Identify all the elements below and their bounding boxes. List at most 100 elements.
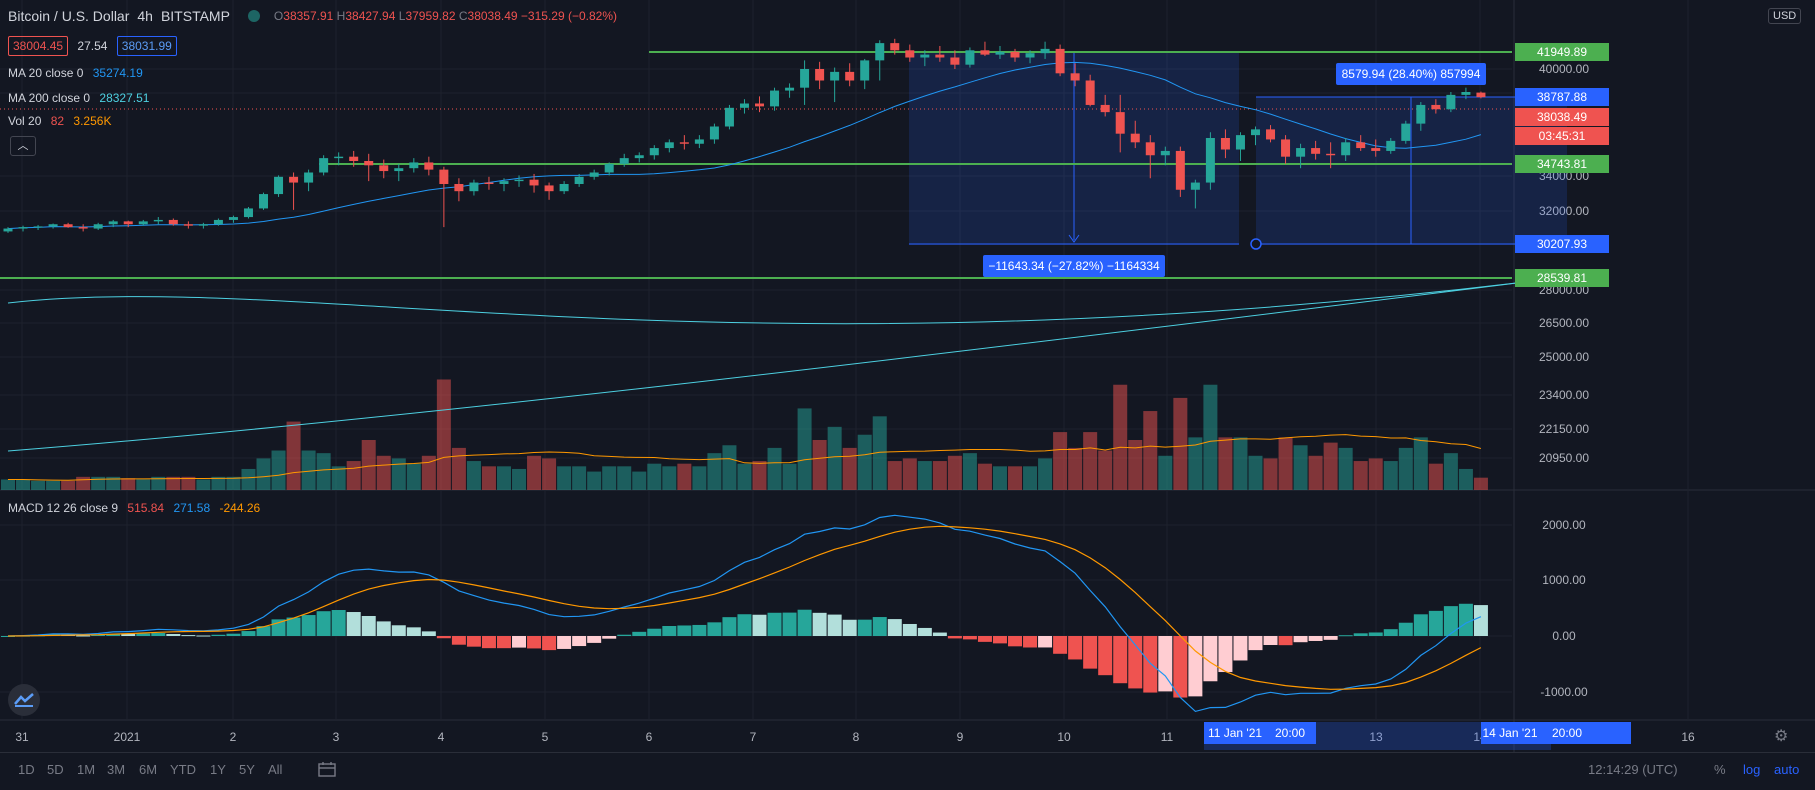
- macd-histogram-bar: [211, 634, 226, 636]
- candle-body: [168, 219, 178, 225]
- candle-body: [1010, 51, 1020, 58]
- volume-bar: [466, 461, 481, 490]
- volume-bar: [1323, 442, 1338, 490]
- chart-settings-icon[interactable]: ⚙: [1774, 728, 1789, 745]
- volume-bar: [391, 458, 406, 490]
- timeframe-5d[interactable]: 5D: [47, 762, 64, 777]
- candle-body: [589, 172, 599, 177]
- candle-body: [213, 219, 223, 225]
- volume-bar: [1188, 437, 1203, 490]
- volume-bar: [677, 463, 692, 490]
- measure-anchor-start: [1250, 238, 1262, 250]
- price-tag-bg: [1515, 43, 1609, 61]
- volume-bar: [602, 466, 617, 490]
- macd-histogram-bar: [902, 623, 917, 636]
- candle-body: [1250, 129, 1260, 136]
- log-scale-toggle[interactable]: log: [1743, 762, 1761, 777]
- tradingview-logo-icon[interactable]: [8, 684, 40, 716]
- price-tag-text: 34743.81: [1537, 157, 1587, 171]
- utc-clock[interactable]: 12:14:29 (UTC): [1588, 762, 1678, 777]
- ma200-legend[interactable]: MA 200 close 0 28327.51: [8, 91, 150, 105]
- currency-button[interactable]: USD: [1768, 8, 1802, 24]
- time-range-end-bg: [1481, 722, 1631, 744]
- percent-scale-toggle[interactable]: %: [1714, 762, 1726, 777]
- interval-label[interactable]: 4h: [137, 8, 153, 24]
- candle-body: [559, 184, 569, 192]
- macd-histogram-bar: [617, 634, 632, 636]
- price-tick-5: 26500.00: [1539, 316, 1589, 330]
- candle-body: [634, 155, 644, 159]
- sell-price[interactable]: 38004.45: [8, 36, 69, 56]
- candle-body: [424, 162, 434, 170]
- time-label-0: 31: [15, 730, 29, 744]
- macd-histogram-bar: [76, 635, 91, 637]
- time-label-2: 2: [230, 730, 237, 744]
- volume-series: [1, 379, 1488, 490]
- candle-body: [48, 224, 58, 227]
- measure-label-down-text: −11643.34 (−27.82%) −1164334: [988, 259, 1160, 273]
- ma20-legend[interactable]: MA 20 close 0 35274.19: [8, 66, 143, 80]
- go-to-date-icon[interactable]: [318, 761, 336, 777]
- trading-chart[interactable]: 31202123456789101113141640000.0038000.00…: [0, 0, 1815, 752]
- macd-line-value: 271.58: [173, 501, 211, 515]
- macd-histogram-bar: [542, 636, 557, 651]
- macd-histogram-bar: [1218, 636, 1233, 673]
- timeframe-all[interactable]: All: [268, 762, 283, 777]
- ma20-line: [7, 61, 1482, 230]
- macd-histogram-bar: [1308, 636, 1323, 641]
- symbol-name[interactable]: Bitcoin / U.S. Dollar: [8, 8, 130, 24]
- volume-bar: [1398, 447, 1413, 490]
- macd-line: [7, 514, 1482, 713]
- timeframe-6m[interactable]: 6M: [139, 762, 158, 777]
- timeframe-1m[interactable]: 1M: [77, 762, 96, 777]
- timeframe-1y[interactable]: 1Y: [210, 762, 226, 777]
- candle-body: [1205, 138, 1215, 183]
- spread-value: 27.54: [77, 39, 108, 53]
- macd-legend[interactable]: MACD 12 26 close 9 515.84 271.58 -244.26: [8, 501, 261, 515]
- volume-bar: [1368, 458, 1383, 490]
- timeframe-3m[interactable]: 3M: [107, 762, 126, 777]
- volume-bar: [1128, 440, 1143, 490]
- candle-body: [724, 107, 734, 127]
- macd-histogram-bar: [1053, 636, 1068, 654]
- auto-scale-toggle[interactable]: auto: [1774, 762, 1800, 777]
- price-tag-6: 28539.81: [1515, 269, 1609, 287]
- collapse-legend-button[interactable]: ︿: [10, 136, 36, 156]
- volume-bar: [782, 463, 797, 490]
- volume-bar: [1143, 411, 1158, 490]
- volume-bar: [271, 450, 286, 490]
- candle-body: [1040, 48, 1050, 54]
- volume-bar: [647, 463, 662, 490]
- volume-bar: [797, 408, 812, 490]
- volume-bar: [46, 480, 61, 490]
- timeframe-1d[interactable]: 1D: [18, 762, 35, 777]
- candle-body: [664, 142, 674, 149]
- symbol-header: Bitcoin / U.S. Dollar 4h BITSTAMP O38357…: [8, 8, 617, 24]
- volume-bar: [767, 447, 782, 490]
- macd-histogram-bar: [932, 632, 947, 636]
- candle-body: [394, 168, 404, 172]
- time-label-11: 11: [1161, 730, 1174, 744]
- candle-body: [544, 185, 554, 192]
- timeframe-5y[interactable]: 5Y: [239, 762, 255, 777]
- macd-histogram-bar: [992, 636, 1007, 644]
- candle-body: [319, 158, 329, 173]
- candle-body: [890, 43, 900, 51]
- macd-histogram-bar: [1158, 636, 1173, 692]
- price-tag-text: 30207.93: [1537, 237, 1587, 251]
- buy-price[interactable]: 38031.99: [116, 36, 177, 56]
- macd-histogram-bar: [1443, 606, 1458, 636]
- macd-histogram-bar: [421, 631, 436, 636]
- volume-legend[interactable]: Vol 20 82 3.256K: [8, 114, 112, 128]
- measure-label-up-text: 8579.94 (28.40%) 857994: [1342, 67, 1481, 81]
- candle-body: [198, 224, 208, 226]
- macd-histogram-bar: [1128, 636, 1143, 689]
- timeframe-ytd[interactable]: YTD: [170, 762, 196, 777]
- measure-label-down-bg: [983, 255, 1165, 277]
- candle-body: [950, 57, 960, 65]
- volume-bar: [1083, 432, 1098, 490]
- market-status-icon: [247, 10, 260, 22]
- volume-bar: [1173, 397, 1188, 490]
- volume-bar: [1383, 461, 1398, 490]
- macd-histogram-bar: [1173, 636, 1188, 698]
